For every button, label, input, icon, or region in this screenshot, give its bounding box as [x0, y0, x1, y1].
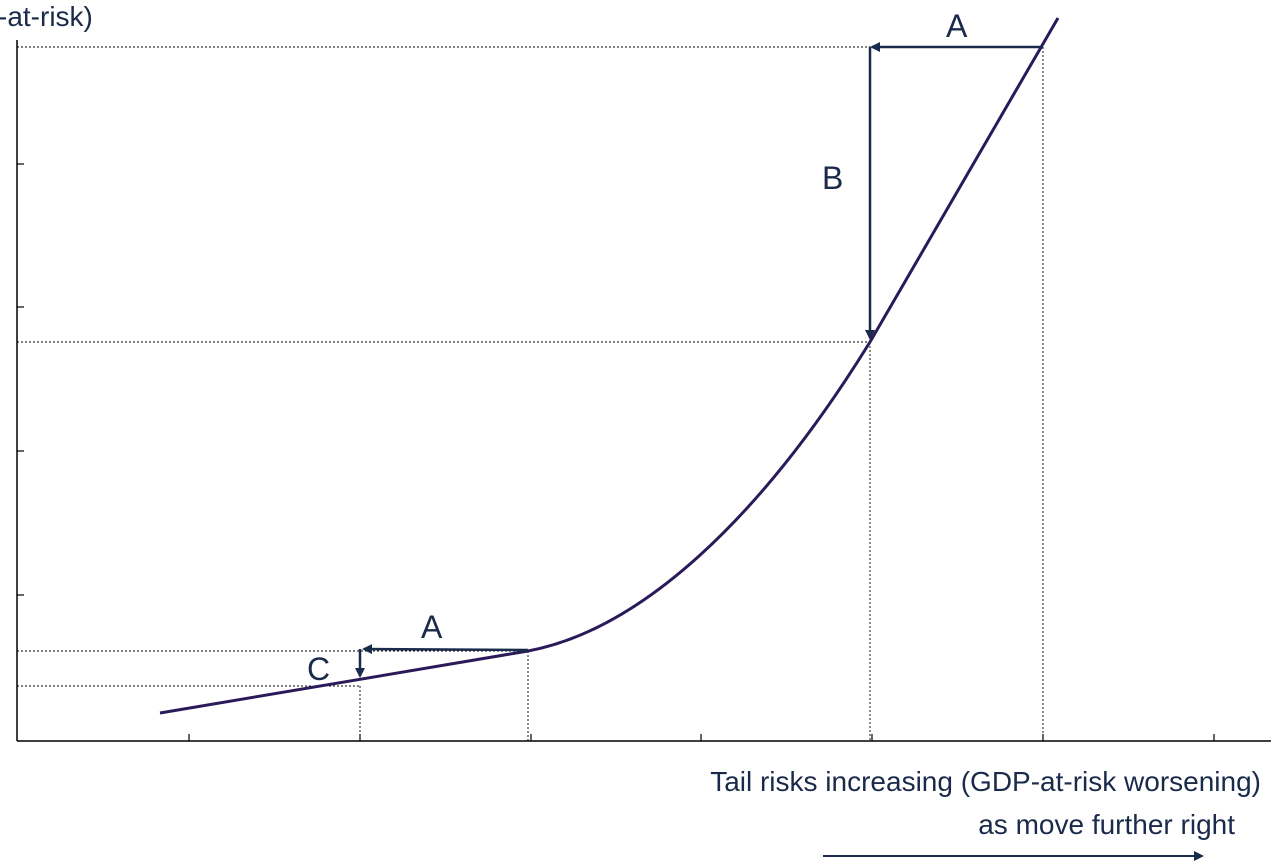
arrow-a-lower [362, 644, 529, 655]
label-b: B [822, 160, 843, 196]
x-axis-caption-line1: Tail risks increasing (GDP-at-risk worse… [710, 766, 1261, 797]
tail-risk-curve [159, 17, 1060, 715]
x-axis-caption-line2: as move further right [978, 809, 1235, 840]
x-axis-ticks [188, 734, 1215, 741]
y-axis-label: -at-risk) [0, 1, 93, 32]
y-axis-ticks [17, 163, 24, 596]
guide-lines [17, 46, 1044, 741]
label-a-upper: A [946, 8, 968, 44]
label-c: C [307, 651, 330, 687]
label-a-lower: A [421, 609, 443, 645]
annotation-arrows [355, 42, 1043, 678]
